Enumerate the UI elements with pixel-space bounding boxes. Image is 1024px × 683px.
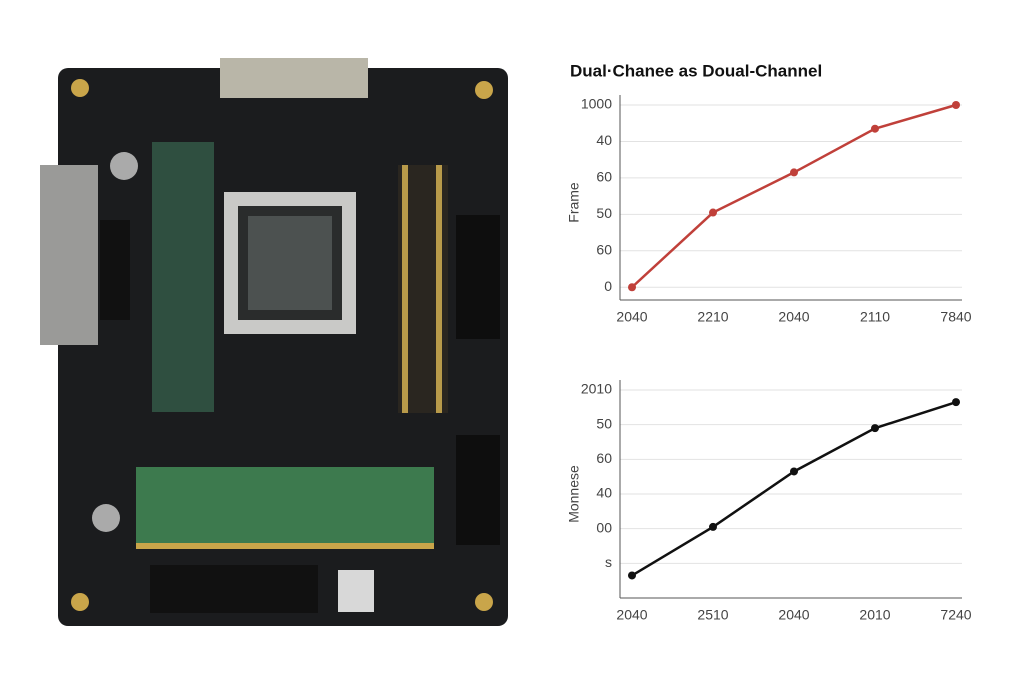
y-tick-label: 60 [596, 450, 612, 466]
y-axis-label: Frame [566, 182, 582, 223]
point [871, 124, 879, 133]
x-tick-label: 2040 [616, 607, 647, 623]
y-tick-label: 60 [596, 241, 612, 257]
x-tick-label: 2040 [616, 309, 647, 325]
point [628, 571, 636, 580]
line [631, 400, 957, 577]
y-tick-label: 60 [596, 169, 612, 185]
y-tick-label: s [605, 554, 612, 570]
point [952, 101, 960, 109]
chart-title: Dual·Chanee as Doual-Channel [570, 61, 822, 80]
y-tick-label: 50 [596, 415, 612, 431]
point [628, 283, 636, 292]
line [631, 103, 957, 289]
point [709, 522, 717, 531]
x-tick-label: 2210 [697, 309, 728, 325]
y-tick-label: 40 [596, 132, 612, 148]
x-tick-label: 2010 [859, 607, 890, 623]
point [709, 208, 717, 217]
x-tick-label: 2040 [778, 309, 809, 325]
x-tick-label: 7840 [940, 309, 971, 325]
x-tick-label: 2110 [860, 309, 890, 325]
x-tick-label: 7240 [940, 607, 971, 623]
x-tick-label: 2510 [697, 607, 728, 623]
point [790, 467, 798, 476]
y-tick-label: 40 [596, 485, 612, 501]
y-tick-label: 1000 [581, 96, 612, 112]
y-tick-label: 0 [604, 278, 612, 294]
motherboard-photo [40, 58, 508, 626]
x-tick-label: 2040 [778, 607, 809, 623]
point [952, 398, 960, 407]
y-tick-label: 00 [596, 519, 612, 535]
point [871, 424, 879, 433]
point [790, 168, 798, 177]
y-axis-label: Monnese [566, 465, 582, 523]
y-tick-label: 2010 [581, 381, 612, 397]
y-tick-label: 50 [596, 205, 612, 221]
